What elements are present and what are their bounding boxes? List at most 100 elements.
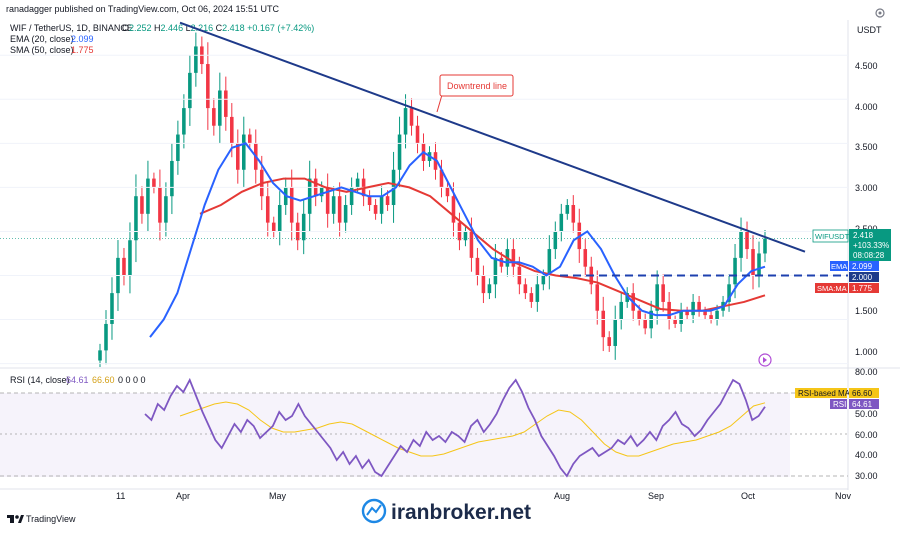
ohlc-value: 2.216 xyxy=(191,23,216,33)
candle xyxy=(128,240,132,276)
price-tick: 4.500 xyxy=(855,61,878,71)
callout-box xyxy=(439,74,514,97)
rsi-axis[interactable]: 80.00 60.00 50.00 40.00 30.00 xyxy=(855,367,878,481)
candle xyxy=(230,116,234,144)
settings-gear-icon[interactable] xyxy=(875,8,885,18)
symbol-line[interactable]: WIF / TetherUS, 1D, BINANCE xyxy=(10,23,133,33)
time-label: Sep xyxy=(648,491,664,501)
ema-tag-value-bg xyxy=(849,261,879,271)
candle xyxy=(104,323,108,351)
candle xyxy=(571,205,576,223)
candle xyxy=(206,64,210,109)
rsi-tick: 80.00 xyxy=(855,367,878,377)
rsi-tag-label: RSI xyxy=(833,400,846,409)
candle xyxy=(469,231,474,258)
sma-legend-label[interactable]: SMA (50, close) xyxy=(10,45,74,55)
candle xyxy=(697,301,701,311)
rsi-ma-tag-value-bg xyxy=(849,388,879,398)
candle xyxy=(343,205,348,223)
rsi-ma-tag: RSI-based MA 66.60 xyxy=(795,388,879,398)
candle xyxy=(691,301,695,316)
rsi-tick: 50.00 xyxy=(855,409,878,419)
level-tag: 2.000 xyxy=(849,272,879,282)
candle xyxy=(547,249,552,276)
candle xyxy=(757,253,761,276)
tradingview-logo[interactable]: TradingView xyxy=(7,514,76,524)
candle xyxy=(679,310,683,324)
candle xyxy=(565,205,570,214)
time-axis[interactable]: 11 Apr May Aug Sep Oct Nov xyxy=(116,491,852,501)
price-axis[interactable]: 4.500 4.000 3.500 3.000 2.500 1.500 1.00… xyxy=(855,61,878,357)
sma-tag: SMA:MA 1.775 xyxy=(815,283,879,293)
rsi-ma-tag-value: 66.60 xyxy=(852,389,873,398)
ema-legend-value: 2.099 xyxy=(71,34,94,44)
candle xyxy=(188,72,192,109)
candle xyxy=(709,315,713,320)
candle xyxy=(601,310,606,338)
sma-tag-value-bg xyxy=(849,283,879,293)
candle xyxy=(277,205,282,232)
ohlc-key: C xyxy=(216,23,223,33)
candle xyxy=(164,196,168,223)
candle xyxy=(553,231,558,250)
candle xyxy=(325,187,330,214)
candle xyxy=(529,293,534,302)
rsi-tag-bg xyxy=(830,399,847,409)
ohlc-change: +0.167 (+7.42%) xyxy=(247,23,314,33)
time-label: Apr xyxy=(176,491,190,501)
tv-logo-slash xyxy=(18,515,24,523)
candle xyxy=(224,90,228,117)
candle xyxy=(379,196,384,214)
candle xyxy=(271,222,276,232)
level-tag-bg xyxy=(849,272,879,282)
rsi-legend-label[interactable]: RSI (14, close) xyxy=(10,375,70,385)
candle xyxy=(337,196,342,223)
replay-arrow xyxy=(763,357,767,363)
candle xyxy=(307,178,312,214)
candle xyxy=(385,196,390,206)
ohlc-values: O2.252 H2.446 L2.216 C2.418 +0.167 (+7.4… xyxy=(122,23,314,33)
last-price-badge: WIFUSDT 2.418 +103.33% 08:08:28 xyxy=(812,229,891,261)
ema-tag-label: EMA xyxy=(831,262,847,271)
ema-line xyxy=(149,142,766,338)
candle xyxy=(715,310,719,320)
candle xyxy=(247,134,252,144)
candle xyxy=(355,178,360,188)
candle xyxy=(218,90,222,126)
candle xyxy=(727,284,731,302)
candle xyxy=(493,257,498,285)
candle xyxy=(409,108,414,126)
candle xyxy=(535,284,540,302)
tv-logo-text: TradingView xyxy=(26,514,76,524)
watermark: iranbroker.net xyxy=(361,498,531,524)
ohlc-value: 2.252 xyxy=(129,23,154,33)
candle xyxy=(733,257,737,285)
sma-tag-value: 1.775 xyxy=(852,284,873,293)
ohlc-value: 2.418 xyxy=(222,23,247,33)
watermark-text: iranbroker.net xyxy=(391,501,531,524)
candle xyxy=(619,301,623,320)
rsi-line xyxy=(144,377,766,478)
time-label: 11 xyxy=(116,491,125,501)
ema-legend-label[interactable]: EMA (20, close) xyxy=(10,34,74,44)
rsi-tag-value: 64.61 xyxy=(852,400,873,409)
candle xyxy=(661,284,665,302)
candle xyxy=(751,249,755,276)
watermark-logo-icon xyxy=(361,498,387,524)
replay-icon[interactable] xyxy=(758,353,772,367)
price-tick: 1.500 xyxy=(855,306,878,316)
candle xyxy=(763,238,767,254)
candle xyxy=(637,310,641,320)
rsi-legend-value: 64.61 xyxy=(66,375,89,385)
rsi-ma-line xyxy=(179,401,766,457)
candle xyxy=(110,293,114,324)
candle xyxy=(445,187,450,197)
candle xyxy=(289,187,294,223)
downtrend-callout[interactable]: Downtrend line xyxy=(436,74,514,113)
downtrend-label: Downtrend line xyxy=(447,81,507,91)
rsi-tick: 30.00 xyxy=(855,471,878,481)
candle xyxy=(655,284,659,311)
candle xyxy=(523,284,528,294)
gear-hub xyxy=(878,11,882,15)
